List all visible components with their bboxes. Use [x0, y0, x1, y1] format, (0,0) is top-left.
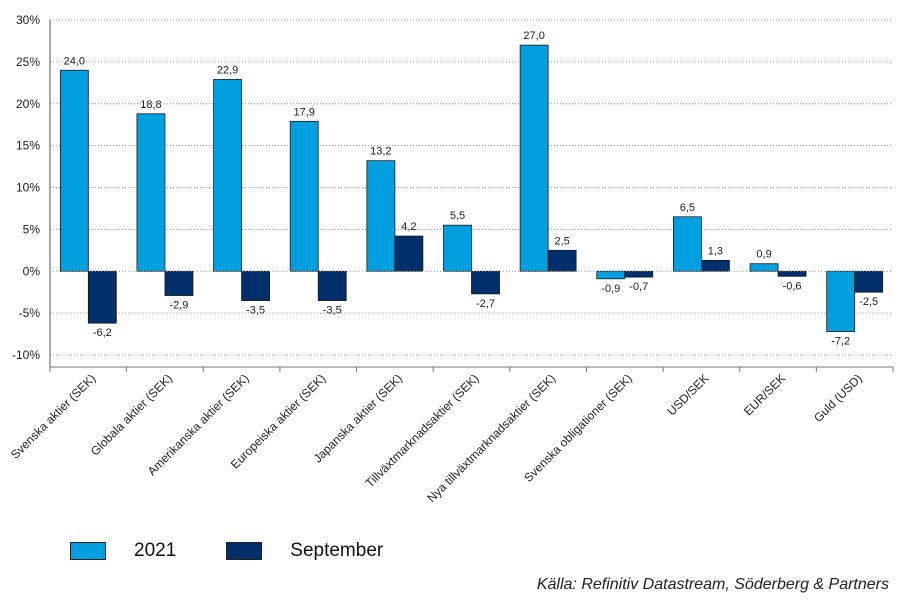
data-label: 17,9	[294, 106, 315, 118]
y-tick-label: 30%	[16, 13, 40, 27]
category-label: EUR/SEK	[741, 371, 788, 418]
data-label: -2,7	[476, 298, 495, 310]
data-label: 4,2	[401, 221, 416, 233]
bar-september	[701, 259, 730, 272]
bar-2021	[136, 113, 166, 272]
data-label: 0,9	[756, 249, 771, 261]
bar-september	[854, 270, 884, 293]
data-label: -7,2	[831, 336, 850, 348]
legend-item-2021: 2021	[70, 540, 176, 562]
data-labels: 24,0 -6,2 18,8 -2,9 22,9 -3,5 17,9 -3,5 13,2 4,2 5…	[64, 30, 879, 347]
data-label: 6,5	[680, 202, 695, 214]
legend-label-2021: 2021	[134, 540, 177, 561]
gridlines	[50, 19, 893, 356]
source-note: Källa: Refinitiv Datastream, Söderberg &…	[536, 576, 889, 593]
bars	[59, 44, 884, 332]
data-label: -3,5	[323, 305, 342, 317]
bar-chart: -10% -5% 0% 5% 10% 15% 20% 25% 30% Svenska aktier…	[8, 13, 894, 505]
bar-2021	[213, 79, 242, 272]
data-label: -3,5	[246, 305, 265, 317]
data-label: 18,8	[140, 99, 161, 111]
category-label: Svenska aktier (SEK)	[8, 371, 99, 462]
bar-2021	[519, 44, 549, 272]
legend: 2021 September	[70, 540, 433, 562]
data-label: -0,9	[601, 283, 620, 295]
y-tick-label: 20%	[16, 97, 40, 111]
data-label: 2,5	[554, 235, 569, 247]
data-label: -0,6	[783, 280, 802, 292]
data-label: 27,0	[523, 30, 544, 42]
data-label: 1,3	[708, 245, 723, 257]
bar-september	[471, 270, 500, 295]
data-label: 22,9	[217, 64, 238, 76]
bar-2021	[749, 263, 779, 272]
data-label: -6,2	[93, 327, 112, 339]
legend-swatch-september	[226, 542, 263, 560]
y-tick-label: 10%	[16, 181, 40, 195]
category-label: Guld (USD)	[811, 371, 865, 425]
bar-september	[164, 270, 194, 296]
category-label: Globala aktier (SEK)	[88, 371, 175, 458]
y-tick-label: 5%	[23, 222, 41, 236]
bar-september	[777, 270, 807, 277]
bar-september	[87, 270, 117, 324]
y-tick-label: -10%	[12, 348, 40, 362]
category-label: Nya tillväxtmarknadsaktier (SEK)	[424, 371, 558, 505]
legend-label-september: September	[290, 540, 384, 561]
y-tick-label: -5%	[19, 306, 41, 320]
bar-september	[624, 270, 654, 278]
bar-september	[317, 270, 347, 301]
data-label: 24,0	[64, 55, 85, 67]
y-tick-label: 25%	[16, 55, 40, 69]
category-label: USD/SEK	[664, 371, 711, 418]
bar-2021	[673, 216, 702, 272]
data-label: -0,7	[629, 281, 648, 293]
legend-item-september: September	[226, 540, 383, 562]
y-tick-label: 15%	[16, 139, 40, 153]
bar-2021	[366, 160, 396, 272]
bar-2021	[443, 224, 472, 272]
bar-2021	[289, 120, 319, 272]
legend-swatch-2021	[70, 542, 106, 560]
data-label: 13,2	[370, 146, 391, 158]
data-label: -2,9	[169, 300, 188, 312]
bar-2021	[596, 270, 626, 280]
bar-september	[241, 270, 270, 301]
data-label: 5,5	[450, 210, 465, 222]
bar-2021	[59, 69, 89, 272]
bar-2021	[826, 270, 856, 332]
data-label: -2,5	[859, 296, 878, 308]
bar-september	[394, 235, 424, 272]
y-tick-label: 0%	[23, 264, 41, 278]
bar-september	[547, 249, 577, 272]
